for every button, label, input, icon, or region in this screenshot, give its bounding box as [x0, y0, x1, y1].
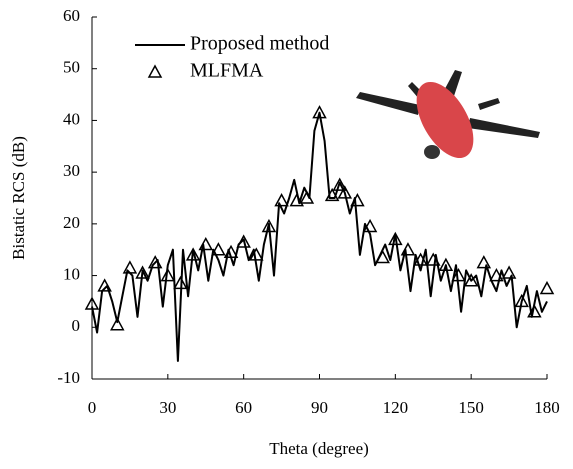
x-tick-label: 30	[159, 398, 176, 417]
y-tick-label: 10	[63, 264, 80, 283]
y-tick-label: -10	[57, 368, 80, 387]
marker	[289, 193, 305, 207]
marker	[223, 244, 239, 259]
airplane-image	[356, 70, 540, 159]
marker	[514, 293, 529, 308]
marker	[451, 268, 466, 282]
marker	[332, 177, 347, 191]
x-tick-label: 120	[383, 398, 409, 417]
x-tick-label: 90	[311, 398, 328, 417]
marker	[400, 242, 416, 256]
y-tick-label: 40	[63, 109, 80, 128]
marker	[198, 236, 214, 251]
marker	[324, 187, 340, 202]
marker	[425, 252, 441, 266]
marker	[312, 105, 327, 119]
x-axis-label: Theta (degree)	[269, 439, 369, 458]
marker	[110, 317, 125, 331]
legend-label: MLFMA	[190, 60, 264, 82]
marker	[160, 268, 176, 282]
marker	[135, 265, 150, 279]
marker	[173, 275, 188, 290]
marker	[501, 265, 517, 279]
marker	[84, 296, 100, 310]
marker	[489, 268, 504, 282]
marker	[463, 273, 479, 287]
legend-label: Proposed method	[190, 33, 329, 55]
marker	[185, 247, 201, 261]
marker	[527, 304, 542, 318]
y-axis-label: Bistatic RCS (dB)	[9, 136, 28, 260]
marker	[261, 218, 277, 233]
legend-marker	[147, 64, 163, 78]
marker	[350, 193, 365, 207]
marker	[476, 255, 492, 269]
marker	[97, 278, 112, 292]
marker	[337, 185, 353, 199]
y-tick-label: 0	[72, 316, 81, 335]
marker	[211, 242, 226, 256]
y-tick-label: 30	[63, 161, 80, 180]
marker	[274, 193, 289, 207]
marker	[147, 255, 163, 269]
y-tick-label: 60	[63, 6, 80, 25]
marker	[388, 231, 403, 246]
marker	[413, 252, 428, 266]
marker	[539, 280, 555, 295]
y-tick-label: 20	[63, 213, 80, 232]
marker	[236, 234, 251, 248]
marker	[362, 218, 378, 233]
x-tick-label: 60	[235, 398, 252, 417]
x-tick-label: 0	[88, 398, 97, 417]
x-tick-label: 150	[458, 398, 484, 417]
marker	[438, 257, 454, 271]
y-tick-label: 50	[63, 58, 80, 77]
marker	[249, 247, 264, 261]
marker	[122, 260, 138, 274]
x-tick-label: 180	[534, 398, 560, 417]
marker	[299, 190, 315, 204]
marker	[375, 249, 390, 264]
line	[91, 111, 548, 362]
